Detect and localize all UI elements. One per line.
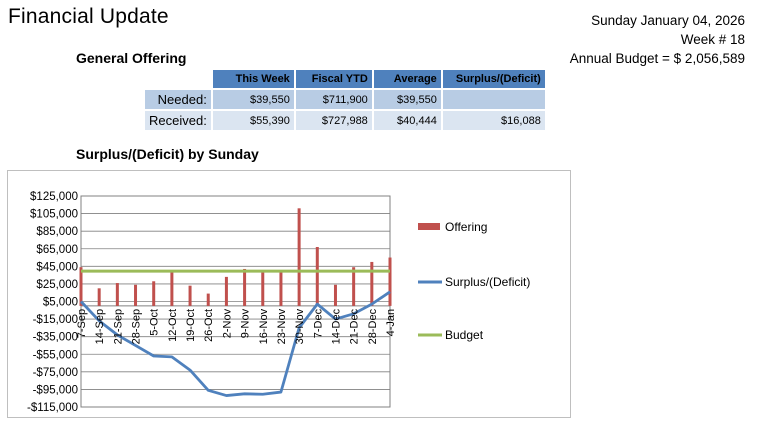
x-tick-label: 2-Nov [221, 308, 233, 338]
general-offering-heading: General Offering [76, 50, 187, 66]
x-tick-label: 21-Sep [112, 309, 124, 344]
x-tick-label: 19-Oct [185, 309, 197, 342]
legend-label: Surplus/(Deficit) [445, 275, 530, 289]
y-tick-label: -$55,000 [33, 349, 78, 361]
y-tick-label: $45,000 [36, 261, 78, 273]
x-tick-label: 21-Dec [349, 308, 361, 344]
y-tick-label: $125,000 [30, 191, 78, 203]
offering-bar [388, 257, 392, 306]
week-number: Week # 18 [680, 32, 745, 47]
needed-fiscal-ytd: $711,900 [295, 90, 372, 109]
offering-table: This Week Fiscal YTD Average Surplus/(De… [143, 68, 547, 132]
offering-bar [279, 270, 283, 306]
offering-bar [79, 267, 83, 306]
corner-cell [145, 70, 211, 88]
offering-bar [152, 281, 156, 306]
received-average: $40,444 [373, 111, 441, 130]
offering-bar [206, 293, 210, 306]
y-tick-label: $105,000 [30, 209, 78, 221]
offering-bar [297, 208, 301, 306]
x-tick-label: 26-Oct [203, 309, 215, 342]
x-tick-label: 23-Nov [276, 308, 288, 344]
y-tick-label: -$75,000 [33, 367, 78, 379]
received-surplus: $16,088 [442, 111, 545, 130]
received-fiscal-ytd: $727,988 [295, 111, 372, 130]
col-average: Average [373, 70, 441, 88]
x-tick-label: 16-Nov [258, 308, 270, 344]
row-label-needed: Needed: [145, 90, 211, 109]
col-this-week: This Week [212, 70, 294, 88]
offering-bar [224, 276, 228, 306]
chart-container: $125,000 $105,000 $85,000 $65,000 $45,000 $25… [7, 170, 571, 418]
offering-bar [97, 288, 101, 306]
offering-bar [170, 272, 174, 306]
x-tick-label: 30-Nov [294, 308, 306, 344]
col-surplus: Surplus/(Deficit) [442, 70, 545, 88]
x-tick-label: 28-Dec [367, 308, 379, 344]
table-row: Needed: $39,550 $711,900 $39,550 [145, 90, 545, 109]
page-title: Financial Update [8, 5, 169, 28]
needed-average: $39,550 [373, 90, 441, 109]
offering-bar [352, 267, 356, 306]
x-tick-label: 28-Sep [131, 309, 143, 344]
needed-this-week: $39,550 [212, 90, 294, 109]
table-header-row: This Week Fiscal YTD Average Surplus/(De… [145, 70, 545, 88]
offering-bar [315, 246, 319, 306]
offering-bar [243, 268, 247, 306]
offering-bar [333, 284, 337, 306]
y-tick-label: $25,000 [36, 279, 78, 291]
needed-surplus [442, 90, 545, 109]
received-this-week: $55,390 [212, 111, 294, 130]
y-tick-label: $85,000 [36, 226, 78, 238]
report-date: Sunday January 04, 2026 [591, 13, 745, 28]
legend-offering-swatch [418, 223, 440, 230]
chart-heading: Surplus/(Deficit) by Sunday [76, 146, 259, 162]
y-tick-label: $5,000 [43, 297, 78, 309]
y-tick-label: $65,000 [36, 244, 78, 256]
y-tick-label: -$95,000 [33, 384, 78, 396]
table-row: Received: $55,390 $727,988 $40,444 $16,0… [145, 111, 545, 130]
legend-label: Budget [445, 328, 484, 342]
x-tick-label: 12-Oct [167, 309, 179, 342]
row-label-received: Received: [145, 111, 211, 130]
x-tick-label: 14-Dec [330, 308, 342, 344]
x-tick-label: 7-Sep [76, 309, 88, 338]
x-tick-label: 7-Dec [312, 308, 324, 338]
y-tick-label: -$35,000 [33, 332, 78, 344]
offering-bar [261, 271, 265, 306]
surplus-chart: $125,000 $105,000 $85,000 $65,000 $45,000 $25… [27, 191, 530, 414]
x-tick-label: 5-Oct [149, 309, 161, 336]
header-info: Sunday January 04, 2026 Week # 18 Annual… [570, 11, 745, 68]
offering-bar [115, 283, 119, 306]
x-tick-label: 9-Nov [240, 308, 252, 338]
surplus-line [79, 290, 391, 397]
y-tick-label: -$15,000 [33, 314, 78, 326]
offering-bar [370, 261, 374, 306]
x-tick-label: 4-Jan [385, 309, 397, 337]
offering-bar [134, 284, 138, 306]
annual-budget: Annual Budget = $ 2,056,589 [569, 51, 745, 66]
y-tick-label: -$115,000 [27, 402, 78, 414]
x-tick-label: 14-Sep [94, 309, 106, 344]
legend-label: Offering [445, 220, 487, 234]
col-fiscal-ytd: Fiscal YTD [295, 70, 372, 88]
offering-bar [188, 285, 192, 306]
